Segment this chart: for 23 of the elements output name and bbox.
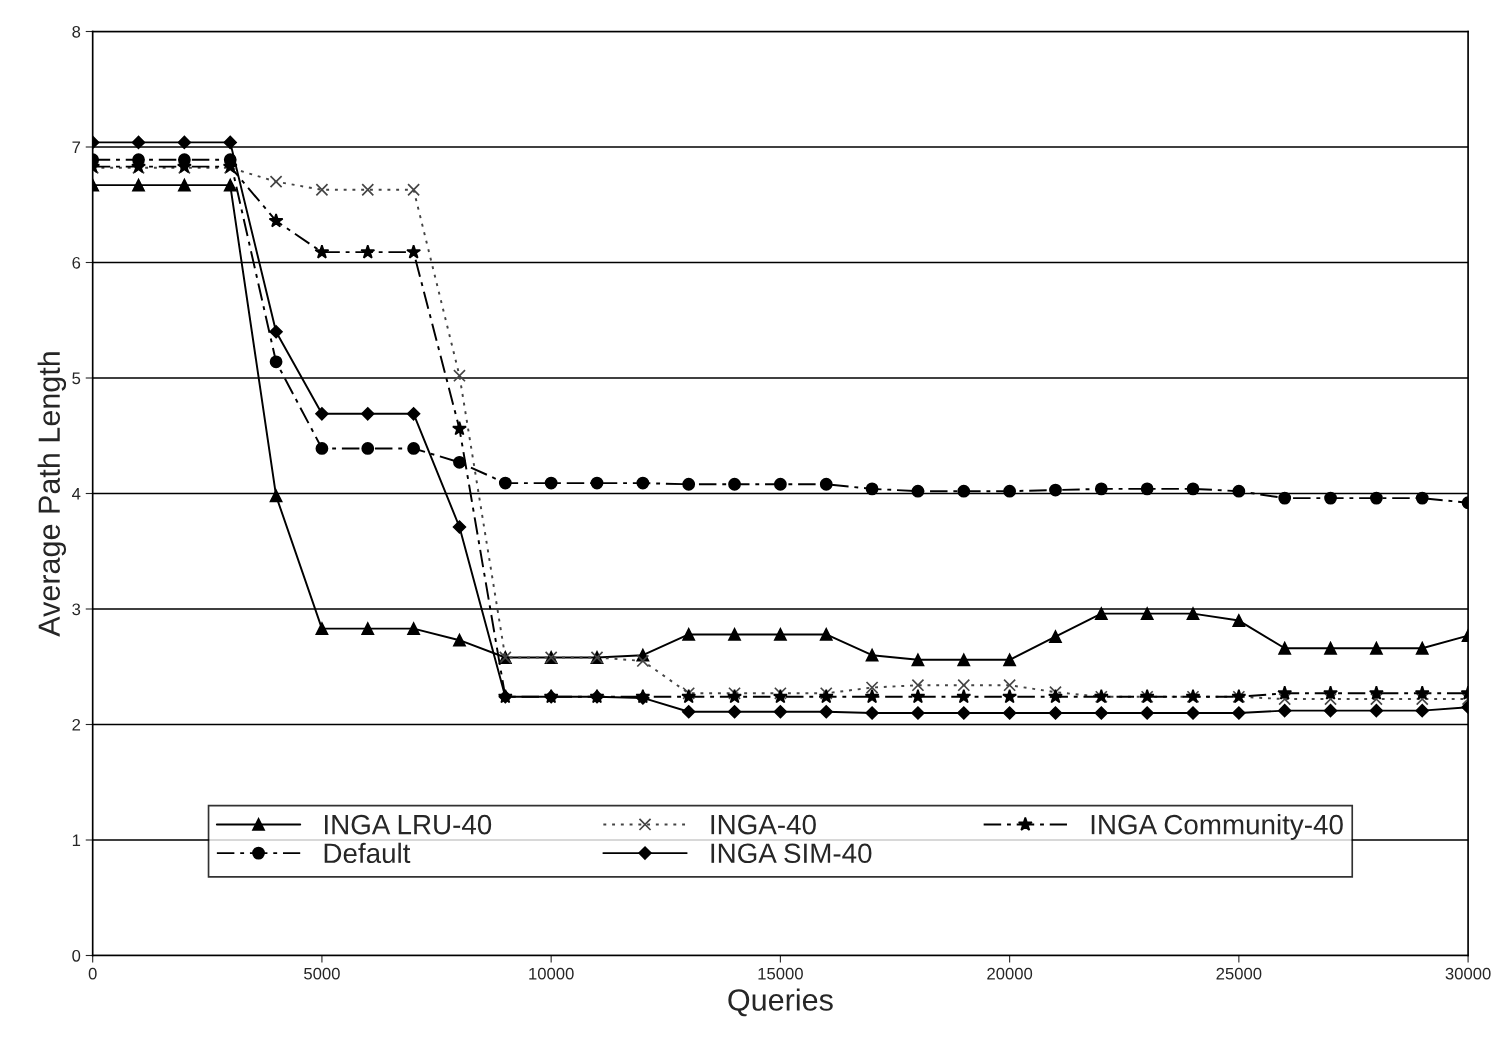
legend-label: INGA LRU-40 [325, 814, 492, 835]
y-tick-label: 3 [72, 603, 81, 616]
x-tick-label: 5000 [304, 967, 340, 980]
y-tick-label: 4 [72, 488, 81, 500]
x-tick-label: 0 [88, 967, 97, 980]
x-tick-label: 10000 [529, 967, 574, 980]
y-tick-label: 7 [72, 141, 81, 154]
y-tick-label: 0 [72, 949, 81, 962]
legend-label: Default [324, 842, 411, 864]
x-tick-label: 30000 [1445, 967, 1491, 980]
y-tick-label: 1 [72, 834, 81, 847]
x-tick-label: 15000 [758, 967, 803, 980]
legend-label: INGA SIM-40 [711, 843, 872, 864]
y-axis-title: Average Path Length [37, 352, 67, 637]
x-tick-label: 20000 [987, 967, 1033, 980]
x-tick-label: 25000 [1216, 967, 1262, 980]
legend-label: INGA-40 [711, 814, 816, 835]
y-tick-label: 8 [72, 25, 81, 38]
x-axis-title: Queries [728, 988, 833, 1017]
y-tick-label: 5 [72, 372, 81, 385]
y-tick-label: 2 [72, 718, 81, 731]
y-tick-label: 6 [72, 256, 81, 269]
legend-label: INGA Community-40 [1091, 814, 1343, 840]
